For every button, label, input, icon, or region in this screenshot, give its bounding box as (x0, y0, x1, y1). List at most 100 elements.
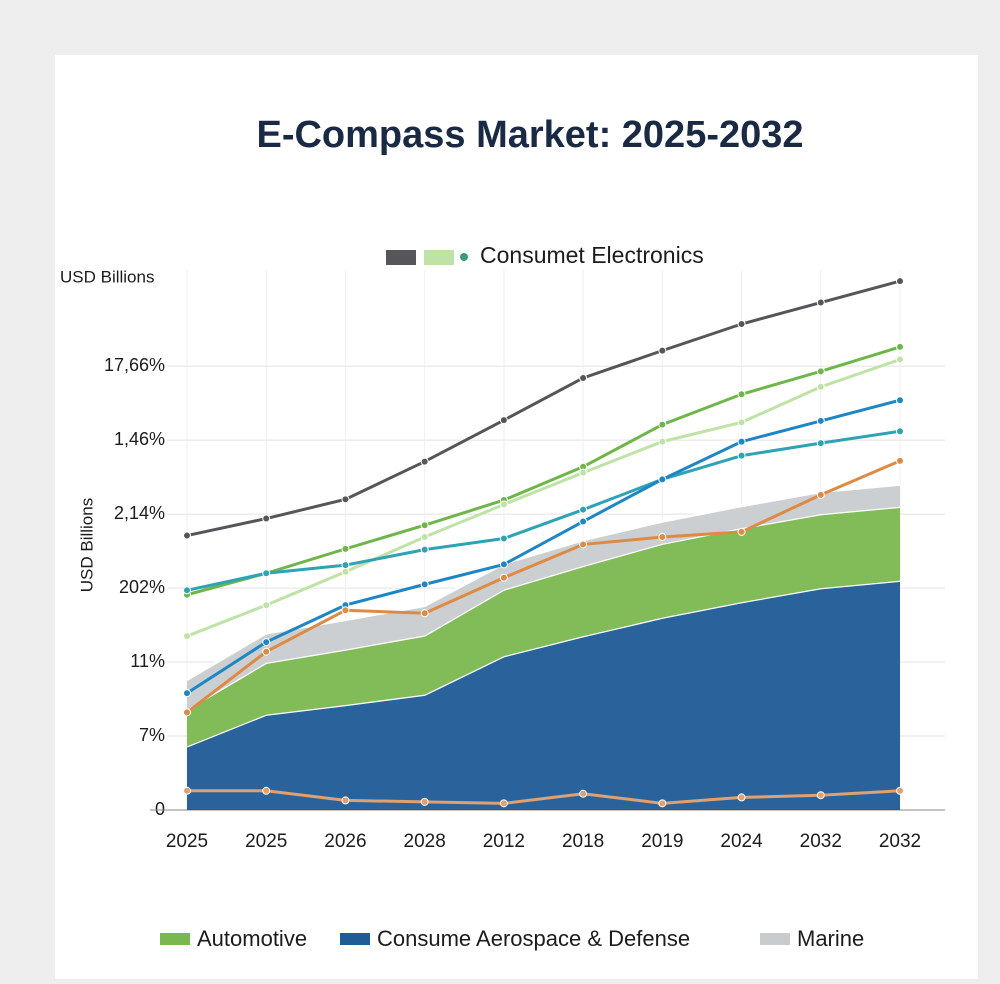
point (341, 606, 350, 615)
line (186, 279, 901, 538)
y-tick-label: 7% (139, 725, 165, 745)
point (262, 786, 271, 795)
point (737, 451, 746, 460)
point (896, 456, 904, 465)
y-unit: USD Billions (60, 267, 154, 286)
point (896, 277, 904, 286)
point (579, 540, 588, 549)
point (183, 531, 191, 540)
point (420, 521, 429, 530)
point (816, 367, 825, 376)
point (816, 298, 825, 307)
point (183, 689, 191, 698)
point (737, 527, 746, 536)
area-edge (186, 483, 901, 681)
y-tick-label: 202% (119, 577, 165, 597)
point (816, 416, 825, 425)
legend-label: Consumet Electronics (480, 242, 704, 268)
line (186, 398, 901, 695)
x-tick-label: 2028 (404, 831, 446, 852)
point (896, 342, 904, 351)
y-axis-label: USD Billions (77, 498, 96, 592)
point (183, 708, 191, 717)
point (737, 320, 746, 328)
point (816, 490, 825, 499)
point (658, 799, 667, 808)
point (896, 427, 904, 436)
point (737, 437, 746, 446)
point (183, 632, 191, 641)
point (262, 569, 271, 578)
chart-title: E-Compass Market: 2025-2032 (256, 114, 803, 156)
y-tick-label: 0 (155, 799, 165, 819)
x-tick-label: 2012 (483, 831, 525, 852)
point (896, 396, 904, 405)
legend-label: Marine (797, 926, 864, 951)
point (420, 457, 429, 466)
area (187, 580, 900, 810)
point (816, 791, 825, 800)
point (341, 561, 350, 570)
y-tick-label: 2,14% (114, 503, 165, 523)
x-tick-label: 2025 (245, 831, 287, 852)
area (187, 484, 900, 710)
x-tick-label: 2026 (324, 831, 366, 852)
x-tick-label: 2032 (800, 831, 842, 852)
point (658, 533, 667, 542)
point (262, 514, 271, 523)
line (186, 358, 901, 638)
point (420, 533, 429, 542)
point (499, 560, 508, 569)
legend-swatch (424, 250, 454, 265)
point (420, 580, 429, 589)
point (658, 420, 667, 429)
line (186, 459, 901, 714)
y-tick-label: 1,46% (114, 429, 165, 449)
legend-swatch (760, 933, 790, 945)
point (579, 374, 588, 382)
x-tick-label: 2032 (879, 831, 921, 852)
point (341, 544, 350, 553)
point (420, 545, 429, 554)
point (737, 390, 746, 399)
point (579, 789, 588, 798)
x-tick-label: 2018 (562, 831, 604, 852)
point (262, 638, 271, 647)
point (341, 567, 350, 576)
point (737, 793, 746, 802)
point (262, 601, 271, 610)
point (262, 647, 271, 656)
point (499, 534, 508, 543)
point (737, 418, 746, 427)
legend-swatch (160, 933, 190, 945)
point (183, 786, 191, 795)
legend-label: Automotive (197, 926, 307, 951)
x-tick-label: 2025 (166, 831, 208, 852)
legend-swatch (386, 250, 416, 265)
x-tick-label: 2024 (720, 831, 763, 852)
point (579, 517, 588, 526)
point (658, 475, 667, 484)
point (420, 797, 429, 806)
legend-label: Consume Aerospace & Defense (377, 926, 690, 951)
point (499, 500, 508, 509)
point (499, 416, 508, 425)
point (579, 468, 588, 477)
point (658, 346, 667, 355)
line (186, 429, 901, 592)
y-tick-label: 11% (130, 651, 165, 671)
line (186, 345, 901, 597)
point (341, 796, 350, 805)
point (499, 799, 508, 808)
point (816, 439, 825, 448)
point (420, 609, 429, 618)
x-tick-label: 2019 (641, 831, 683, 852)
point (658, 437, 667, 446)
area (187, 506, 900, 747)
point (896, 786, 904, 795)
point (499, 573, 508, 582)
point (579, 505, 588, 514)
point (896, 355, 904, 364)
